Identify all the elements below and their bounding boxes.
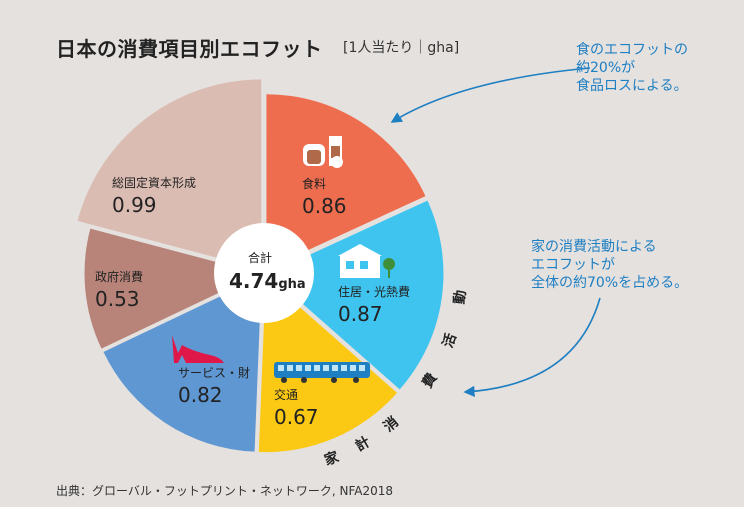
slice-value-2: 0.67 — [274, 405, 319, 429]
food-icon — [303, 136, 343, 168]
slice-label-3: サービス・財 — [178, 365, 250, 380]
pie-slice-3 — [103, 276, 262, 452]
household-annotation: 家の消費活動による エコフットが 全体の約70%を占める。 — [531, 239, 689, 291]
shoe-icon — [172, 335, 224, 363]
train-icon — [274, 362, 370, 383]
total-value: 4.74gha — [229, 269, 306, 293]
arc-label-char-5: 動 — [451, 289, 470, 305]
arc-label-char-2: 消 — [380, 413, 402, 435]
food-loss-annotation: 食のエコフットの 約20%が 食品ロスによる。 — [576, 42, 688, 94]
chart-subtitle: [1人当たり｜gha] — [343, 40, 460, 56]
total-number: 4.74 — [229, 269, 278, 293]
slice-value-4: 0.53 — [95, 287, 140, 311]
slice-value-0: 0.86 — [302, 194, 347, 218]
pie-slice-5 — [77, 79, 262, 270]
pie-slice-1 — [268, 200, 444, 390]
pie-slice-4 — [84, 228, 260, 349]
slice-label-2: 交通 — [274, 387, 298, 402]
chart-title: 日本の消費項目別エコフット — [56, 37, 323, 61]
pie-slice-0 — [266, 94, 426, 270]
arc-label-char-4: 活 — [439, 331, 460, 350]
household-arrow — [463, 297, 601, 397]
food-loss-arrow — [390, 67, 591, 123]
total-label: 合計 — [248, 250, 272, 265]
slice-value-3: 0.82 — [178, 383, 223, 407]
slice-label-1: 住居・光熱費 — [338, 284, 410, 299]
arc-label-char-0: 家 — [322, 448, 342, 469]
slice-value-5: 0.99 — [112, 193, 157, 217]
arc-label-char-1: 計 — [352, 433, 373, 455]
slice-label-5: 総固定資本形成 — [112, 175, 196, 190]
total-unit: gha — [278, 277, 305, 292]
slice-value-1: 0.87 — [338, 302, 383, 326]
slice-label-0: 食料 — [302, 176, 326, 191]
slice-label-4: 政府消費 — [95, 269, 143, 284]
arc-label-char-3: 費 — [419, 370, 441, 391]
house-icon — [338, 244, 395, 278]
center-hole — [214, 223, 314, 323]
source-note: 出典：グローバル・フットプリント・ネットワーク, NFA2018 — [56, 484, 394, 498]
